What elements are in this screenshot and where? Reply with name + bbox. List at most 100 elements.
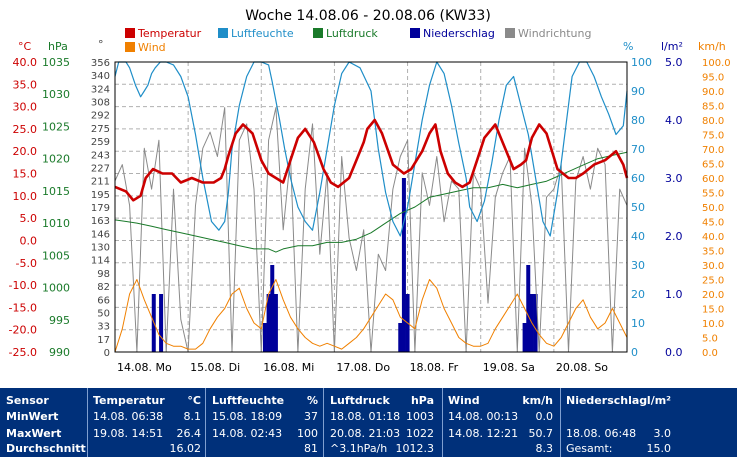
hum-tick: 10	[631, 317, 645, 330]
stats-cell-wind-time: 14.08. 12:21	[448, 427, 519, 440]
rain-bar	[522, 323, 527, 352]
wind-tick: 15.0	[702, 305, 724, 316]
stats-cell-press-time: 18.08. 01:18	[330, 410, 401, 423]
x-tick-label: 15.08. Di	[190, 361, 240, 374]
hum-tick: 90	[631, 85, 645, 98]
stats-cell-rain-time: 18.08. 06:48	[566, 427, 637, 440]
stats-cell-temp-time: 14.08. 06:38	[93, 410, 164, 423]
legend-label: Luftfeuchte	[231, 27, 294, 40]
temp-tick: -20.0	[9, 324, 37, 337]
x-tick-label: 16.08. Mi	[263, 361, 314, 374]
temp-tick: 15.0	[13, 168, 38, 181]
dir-tick: 114	[91, 256, 110, 267]
press-tick: 1025	[42, 120, 70, 133]
wind-tick: 0.0	[702, 348, 718, 359]
stats-cell-rain-time: Gesamt:	[566, 442, 613, 455]
stats-cell-rain-time: Niederschlag	[566, 394, 648, 407]
rain-bar	[159, 294, 164, 352]
stats-cell-wind-val: 8.3	[535, 442, 554, 455]
x-tick-label: 17.08. Do	[336, 361, 390, 374]
rain-tick: 4.0	[665, 114, 683, 127]
axis-unit-labels: °C hPa °% l/m² km/h	[18, 38, 726, 53]
hum-tick: 50	[631, 201, 645, 214]
stats-cell-wind-val: 0.0	[535, 410, 554, 423]
legend-label: Luftdruck	[326, 27, 378, 40]
legend-label: Temperatur	[137, 27, 202, 40]
stats-cell-rain-val: 3.0	[653, 427, 672, 440]
stats-cell-press-val: 1012.3	[395, 442, 435, 455]
dir-tick: 275	[91, 124, 110, 135]
table-separator	[560, 388, 561, 457]
temp-tick: -15.0	[9, 301, 37, 314]
rain-bars	[151, 178, 538, 352]
plot-frame	[114, 61, 628, 353]
rain-bar	[401, 178, 406, 352]
table-separator	[323, 388, 324, 457]
legend-swatch	[505, 28, 515, 38]
grid	[115, 61, 627, 353]
stats-cell-hum-val: 100	[297, 427, 318, 440]
rain-bar	[398, 323, 403, 352]
dir-tick: 17	[97, 335, 110, 346]
dir-tick: 163	[91, 216, 110, 227]
dir-tick: 227	[91, 163, 110, 174]
dir-tick: 211	[91, 177, 110, 188]
weather-chart: Woche 14.08.06 - 20.08.06 (KW33) Tempera…	[9, 8, 731, 374]
legend-label: Windrichtung	[518, 27, 591, 40]
wind-tick: 60.0	[702, 174, 724, 185]
stats-cell-temp-val: 26.4	[176, 427, 202, 440]
temp-tick: 25.0	[13, 123, 38, 136]
temp-tick: 30.0	[13, 101, 38, 114]
wind-tick: 30.0	[702, 261, 724, 272]
dir-tick: 33	[97, 322, 110, 333]
press-unit: hPa	[48, 40, 68, 53]
wind-tick: 55.0	[702, 189, 724, 200]
x-tick-label: 14.08. Mo	[117, 361, 172, 374]
x-axis-ticks: 14.08. Mo 15.08. Di 16.08. Mi 17.08. Do 18.0…	[117, 361, 608, 374]
wind-tick: 25.0	[702, 276, 724, 287]
dir-tick: 324	[91, 84, 110, 95]
legend-swatch	[125, 42, 135, 52]
dir-tick: 98	[97, 269, 110, 280]
series-temperatur	[114, 118, 629, 202]
temp-tick: -25.0	[9, 346, 37, 359]
chart-title: Woche 14.08.06 - 20.08.06 (KW33)	[245, 8, 491, 24]
hum-unit: %	[623, 40, 633, 53]
rain-tick: 2.0	[665, 230, 683, 243]
series-lines	[114, 61, 629, 353]
stats-cell-temp-val: 8.1	[183, 410, 202, 423]
wind-tick: 90.0	[702, 87, 724, 98]
stats-cell-hum-time: 15.08. 18:09	[212, 410, 283, 423]
wind-tick: 70.0	[702, 145, 724, 156]
rain-bar	[526, 265, 531, 352]
dir-tick: 0	[104, 348, 110, 359]
x-tick-label: 19.08. Sa	[483, 361, 535, 374]
wind-tick: 85.0	[702, 102, 724, 113]
rain-bar	[533, 294, 538, 352]
stats-cell-wind-val: 50.7	[528, 427, 554, 440]
stats-cell-wind-time: Wind	[448, 394, 480, 407]
x-tick-label: 20.08. So	[556, 361, 608, 374]
right-axes: 0 10 20 30 40 50 60 70 80 90 100 0.0 1.0 2.0 3.0 4.0 5.0…	[631, 56, 731, 359]
rain-tick: 1.0	[665, 288, 683, 301]
stats-cell-wind-time: 14.08. 00:13	[448, 410, 519, 423]
rain-unit: l/m²	[661, 40, 683, 53]
stats-cell-hum-val: 81	[304, 442, 318, 455]
stats-cell-press-time: 20.08. 21:03	[330, 427, 401, 440]
dir-tick: 130	[91, 243, 110, 254]
press-tick: 1015	[42, 185, 70, 198]
hum-tick: 100	[631, 56, 652, 69]
wind-unit: km/h	[698, 40, 726, 53]
rain-bar	[273, 294, 278, 352]
dir-unit: °	[98, 38, 104, 51]
stats-cell-hum-time: 14.08. 02:43	[212, 427, 283, 440]
temp-unit: °C	[18, 40, 32, 53]
hum-tick: 70	[631, 143, 645, 156]
stats-cell-press-val: 1003	[406, 410, 434, 423]
stats-cell-sensor: Durchschnitt	[6, 442, 86, 455]
wind-tick: 65.0	[702, 160, 724, 171]
hum-tick: 80	[631, 114, 645, 127]
temp-tick: 10.0	[13, 190, 38, 203]
wind-tick: 35.0	[702, 247, 724, 258]
rain-bar	[270, 265, 275, 352]
